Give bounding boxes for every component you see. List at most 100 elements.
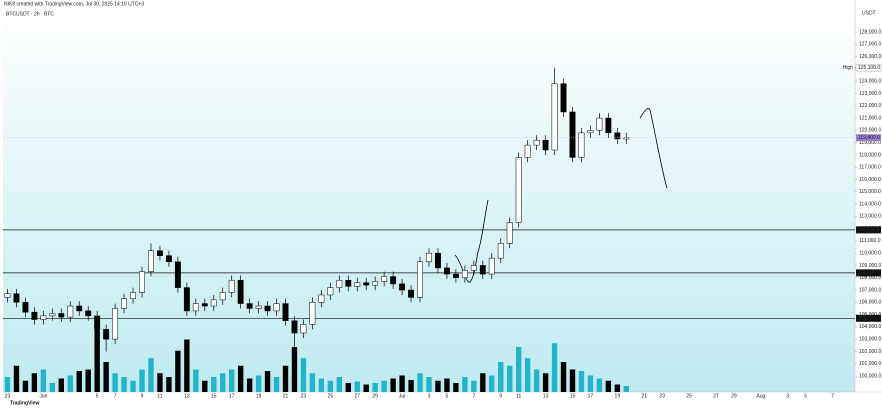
- candle-body: [31, 311, 38, 320]
- plot-background: [3, 10, 855, 392]
- candle-body: [327, 287, 334, 296]
- volume-bar: [49, 383, 56, 392]
- candle-body: [309, 302, 316, 325]
- candle-body: [515, 157, 522, 223]
- x-tick-label: 5: [96, 393, 99, 399]
- candle-body: [443, 267, 450, 275]
- volume-bar: [31, 373, 38, 392]
- x-tick-label: Jul: [399, 393, 405, 399]
- volume-bar: [184, 339, 190, 392]
- volume-bar: [498, 362, 504, 392]
- candle-body: [560, 83, 567, 113]
- level-label: 104,700.0: [858, 316, 880, 322]
- candle-body: [165, 255, 172, 263]
- volume-bar: [524, 358, 531, 392]
- volume-bar: [542, 373, 549, 392]
- volume-bar: [139, 369, 145, 392]
- candle-body: [623, 137, 630, 140]
- candle-body: [417, 261, 423, 298]
- y-tick-label: 109,000.0: [859, 263, 881, 269]
- volume-bar: [246, 378, 253, 392]
- volume-bar: [614, 384, 621, 392]
- x-tick-label: 7: [831, 393, 834, 399]
- x-tick-label: 19: [256, 393, 262, 399]
- candle-body: [219, 292, 226, 301]
- y-tick-label: 104,000.0: [859, 324, 881, 330]
- volume-bar: [507, 365, 513, 392]
- candle-body: [506, 222, 513, 244]
- volume-bar: [453, 383, 459, 392]
- volume-bar: [596, 378, 603, 392]
- candle-body: [408, 289, 415, 298]
- x-tick-label: 7: [472, 393, 475, 399]
- y-tick-label: 103,000.0: [859, 337, 881, 343]
- volume-bar: [76, 371, 82, 392]
- candle-body: [112, 308, 119, 340]
- volume-bar: [85, 369, 91, 392]
- candle-body: [148, 250, 154, 272]
- volume-bar: [399, 375, 405, 392]
- volume-bar: [4, 377, 11, 392]
- volume-bar: [480, 373, 486, 392]
- candle-body: [273, 303, 280, 312]
- candle-body: [381, 276, 388, 282]
- y-tick-label: 124,000.0: [859, 79, 881, 85]
- candle-body: [354, 282, 361, 287]
- candle-body: [390, 276, 397, 285]
- candle-body: [282, 303, 289, 322]
- x-tick-label: 13: [543, 393, 549, 399]
- candle-body: [40, 315, 47, 320]
- candle-body: [569, 111, 576, 158]
- y-tick-label: 117,000.0: [859, 165, 881, 171]
- volume-bar: [264, 371, 271, 392]
- y-tick-label: 115,000.0: [859, 189, 881, 195]
- candle-body: [130, 292, 136, 299]
- candle-body: [291, 320, 298, 334]
- candle-body: [228, 279, 235, 293]
- candle-body: [435, 252, 441, 269]
- candle-body: [58, 313, 65, 318]
- candle-body: [94, 315, 101, 330]
- volume-bar: [282, 365, 289, 392]
- candle-body: [237, 279, 244, 304]
- candle-body: [533, 139, 540, 146]
- candle-body: [363, 282, 370, 286]
- candle-body: [192, 303, 199, 312]
- volume-bar: [229, 369, 235, 392]
- volume-bar: [354, 381, 360, 392]
- volume-bar: [408, 380, 414, 392]
- candle-body: [551, 83, 558, 151]
- y-tick-label: 113,000.0: [859, 214, 881, 220]
- candle-body: [318, 294, 325, 303]
- x-tick-label: 11: [157, 393, 162, 399]
- volume-bar: [345, 383, 351, 392]
- x-tick-label: 17: [229, 393, 235, 399]
- x-tick-label: 25: [328, 393, 334, 399]
- candle-body: [103, 329, 110, 340]
- x-tick-label: 21: [641, 393, 647, 399]
- volume-bar: [426, 377, 432, 392]
- candle-body: [4, 293, 11, 298]
- volume-bar: [220, 373, 226, 392]
- volume-bar: [255, 375, 262, 392]
- y-tick-label: 128,000.0: [859, 29, 881, 35]
- candle-body: [542, 139, 549, 151]
- x-tick-label: 27: [713, 393, 719, 399]
- x-tick-label: 13: [184, 393, 190, 399]
- candle-body: [345, 279, 352, 287]
- y-tick-label: 119,000.0: [859, 140, 881, 146]
- candle-body: [614, 132, 621, 140]
- volume-bar: [533, 369, 540, 392]
- y-tick-label: 107,000.0: [859, 287, 881, 293]
- volume-bar: [40, 369, 47, 392]
- volume-bar: [578, 371, 585, 392]
- author-line: NIK8 created with TradingView.com, Jul 3…: [4, 1, 144, 7]
- x-tick-label: 25: [686, 393, 692, 399]
- volume-bar: [318, 378, 325, 392]
- currency: USDT: [862, 10, 876, 16]
- level-label-box: [856, 226, 881, 234]
- y-tick-label: 126,000.0: [859, 54, 881, 60]
- y-tick-label: 111,000.0: [859, 238, 881, 244]
- brand: TradingView: [10, 400, 39, 406]
- volume-bar: [444, 378, 450, 392]
